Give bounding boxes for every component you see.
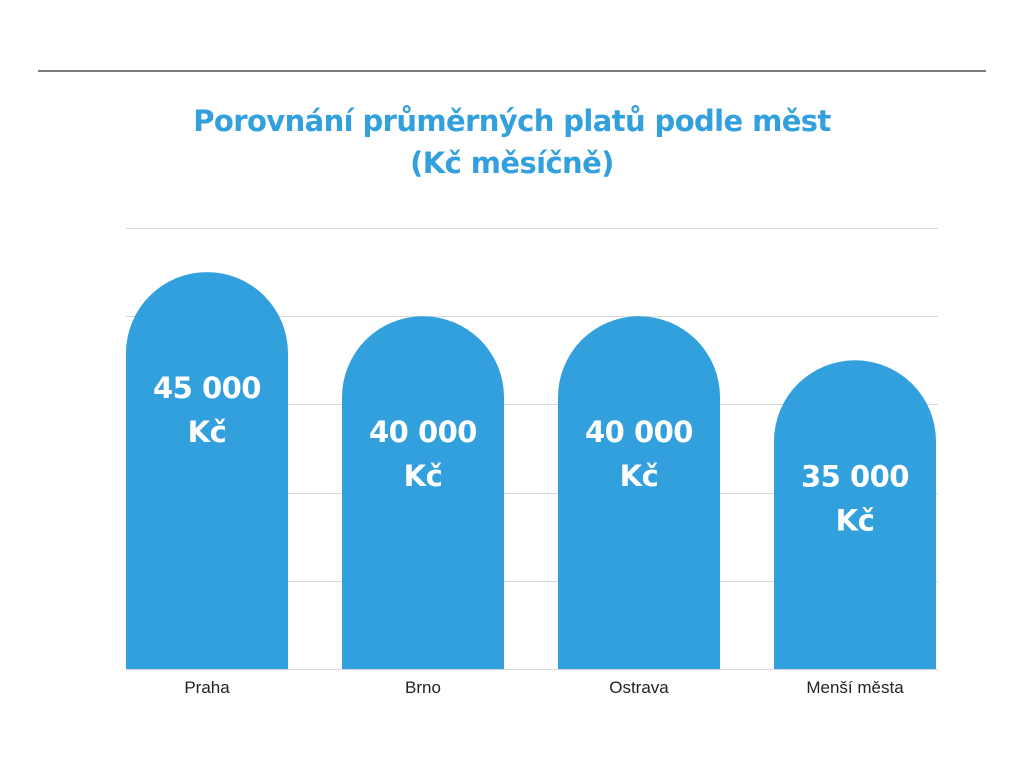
- bar-value-amount: 35 000: [801, 459, 909, 493]
- bar-value-amount: 45 000: [153, 371, 261, 405]
- chart-title-line-2: (Kč měsíčně): [410, 146, 614, 180]
- bar-value-unit: Kč: [188, 415, 227, 449]
- chart-title-line-1: Porovnání průměrných platů podle měst: [193, 104, 831, 138]
- bar-value-unit: Kč: [404, 459, 443, 493]
- x-tick-label: Praha: [184, 678, 230, 697]
- bar-value-unit: Kč: [620, 459, 659, 493]
- bar: [342, 316, 504, 669]
- bar-value-unit: Kč: [836, 503, 875, 537]
- bar-value-label: 40 000 Kč: [585, 415, 693, 493]
- bar-value-label: 40 000 Kč: [369, 415, 477, 493]
- bar: [558, 316, 720, 669]
- top-divider: [38, 70, 986, 72]
- bar-value-amount: 40 000: [585, 415, 693, 449]
- chart-title: Porovnání průměrných platů podle měst (K…: [0, 100, 1024, 184]
- bar-value-label: 35 000 Kč: [801, 459, 909, 537]
- x-tick-label: Ostrava: [609, 678, 669, 697]
- bar-value-amount: 40 000: [369, 415, 477, 449]
- bar-value-label: 45 000 Kč: [153, 371, 261, 449]
- x-tick-label: Brno: [405, 678, 441, 697]
- bars: [126, 272, 936, 669]
- bar: [774, 360, 936, 669]
- bar: [126, 272, 288, 669]
- x-tick-label: Menší města: [806, 678, 904, 697]
- bar-value-labels: 45 000 Kč 40 000 Kč 40 000 Kč 35 000 Kč: [153, 371, 910, 537]
- x-axis-tick-labels: Praha Brno Ostrava Menší města: [184, 678, 904, 697]
